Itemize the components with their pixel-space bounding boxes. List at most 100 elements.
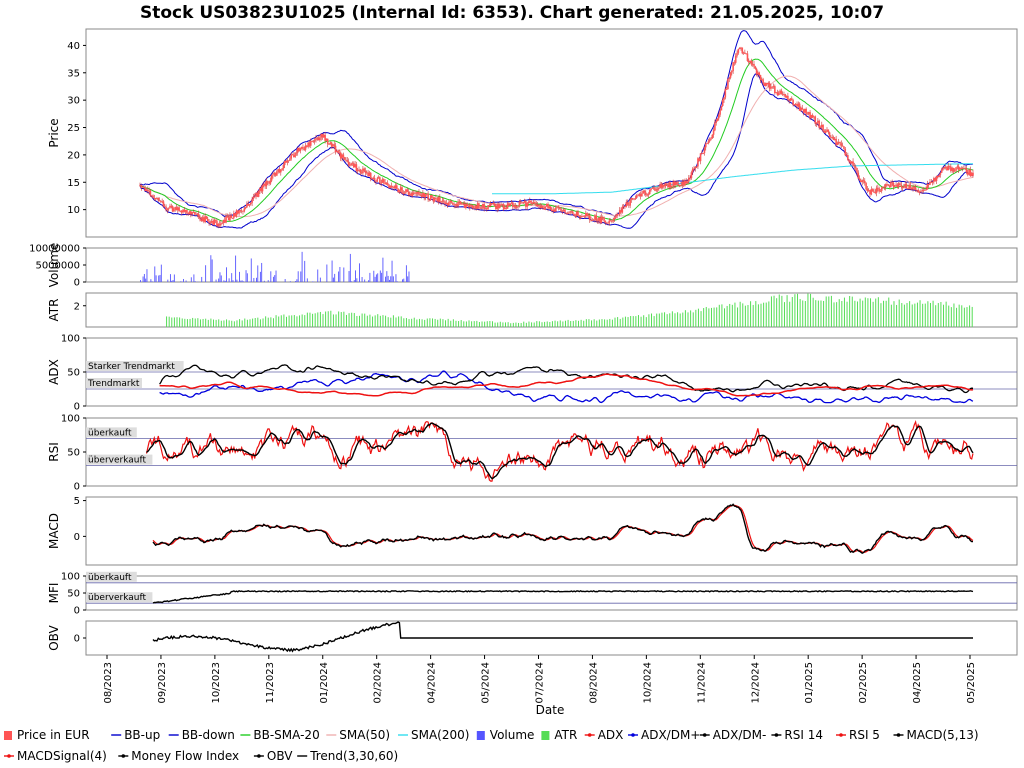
volume-bar — [190, 277, 192, 282]
atr-bar — [940, 302, 942, 327]
price-candle — [806, 113, 809, 115]
atr-bar — [903, 304, 905, 327]
price-candle — [697, 158, 699, 167]
price-candle — [518, 201, 521, 206]
price-candle — [577, 211, 579, 217]
volume-bar — [408, 271, 410, 282]
price-plot-area — [85, 28, 1018, 238]
price-candle — [771, 86, 774, 88]
adx-dm-plus-line — [159, 370, 974, 404]
atr-bar — [943, 304, 945, 327]
price-candle — [643, 190, 646, 193]
atr-bar — [799, 299, 801, 327]
price-candle — [339, 152, 342, 159]
price-candle — [549, 206, 552, 210]
volume-bar — [339, 266, 341, 282]
price-candle — [260, 187, 263, 192]
price-candle — [729, 72, 732, 78]
atr-bar — [760, 303, 762, 327]
price-candle — [935, 176, 938, 181]
price-candle — [732, 62, 734, 71]
price-candle — [892, 182, 895, 187]
price-candle — [257, 190, 260, 197]
atr-bar — [173, 317, 175, 327]
price-candle — [530, 200, 532, 204]
price-candle — [628, 204, 630, 206]
price-candle — [823, 131, 826, 133]
price-candle — [186, 209, 188, 214]
atr-bar — [239, 319, 241, 327]
atr-bar — [843, 297, 845, 327]
price-candle — [536, 204, 539, 207]
price-candle — [634, 198, 637, 199]
volume-bar — [259, 271, 261, 282]
atr-bar — [343, 311, 345, 327]
price-candle — [585, 213, 587, 217]
atr-bar — [544, 321, 546, 327]
price-candle — [622, 206, 625, 208]
atr-bar — [604, 319, 606, 327]
price-candle — [243, 208, 246, 212]
price-candle — [615, 215, 617, 218]
atr-bar — [525, 322, 527, 327]
adx-y-tick-label: 50 — [67, 368, 80, 379]
atr-bar — [919, 300, 921, 327]
atr-bar — [585, 319, 587, 327]
atr-bar — [606, 319, 608, 327]
atr-bar — [275, 315, 277, 327]
price-candle — [157, 197, 160, 201]
atr-bar — [927, 301, 929, 327]
price-candle — [920, 191, 922, 193]
price-candle — [588, 215, 591, 220]
price-candle — [865, 183, 867, 190]
price-candle — [445, 202, 448, 205]
legend-label: ADX/DM+ — [641, 728, 700, 742]
atr-bar — [770, 296, 772, 327]
price-candle — [435, 197, 437, 199]
atr-bar — [392, 315, 394, 327]
atr-bar — [833, 302, 835, 327]
price-candle — [203, 217, 205, 222]
price-candle — [970, 172, 973, 177]
legend-item: RSI 5 — [836, 728, 880, 742]
price-candle — [208, 221, 210, 223]
price-candle — [489, 203, 492, 206]
legend-label: MACDSignal(4) — [17, 749, 107, 763]
price-candle — [901, 186, 904, 188]
atr-bar — [199, 319, 201, 327]
atr-bar — [278, 316, 280, 327]
price-candle — [425, 193, 428, 195]
volume-bar — [392, 276, 394, 282]
x-tick-label: 10/2023 — [211, 662, 222, 704]
volume-bar — [379, 270, 381, 282]
atr-bar — [614, 317, 616, 327]
price-candle — [561, 210, 564, 212]
volume-bar — [236, 279, 238, 282]
price-candle — [223, 219, 226, 223]
legend-item: SMA(50) — [326, 728, 390, 742]
price-candle — [751, 63, 754, 65]
adx-threshold-label-bg — [86, 378, 142, 388]
price-candle — [346, 160, 349, 162]
price-candle — [904, 183, 907, 187]
price-candle — [957, 166, 960, 170]
price-candle — [467, 206, 470, 208]
atr-bar — [734, 302, 736, 327]
atr-bar — [929, 302, 931, 327]
atr-bar — [674, 313, 676, 327]
price-candle — [811, 114, 814, 118]
atr-bar — [666, 314, 668, 327]
price-candle — [780, 90, 783, 94]
price-candle — [385, 182, 388, 185]
price-candle — [871, 189, 874, 192]
price-candle — [551, 209, 553, 212]
volume-bar — [275, 270, 277, 282]
legend-item: SMA(200) — [398, 728, 469, 742]
legend-label: ADX/DM- — [713, 728, 767, 742]
price-candle — [153, 197, 156, 199]
price-candle — [867, 190, 870, 192]
price-candle — [218, 223, 221, 226]
legend-marker — [257, 754, 261, 758]
price-candle — [422, 192, 424, 197]
price-candle — [162, 201, 165, 207]
